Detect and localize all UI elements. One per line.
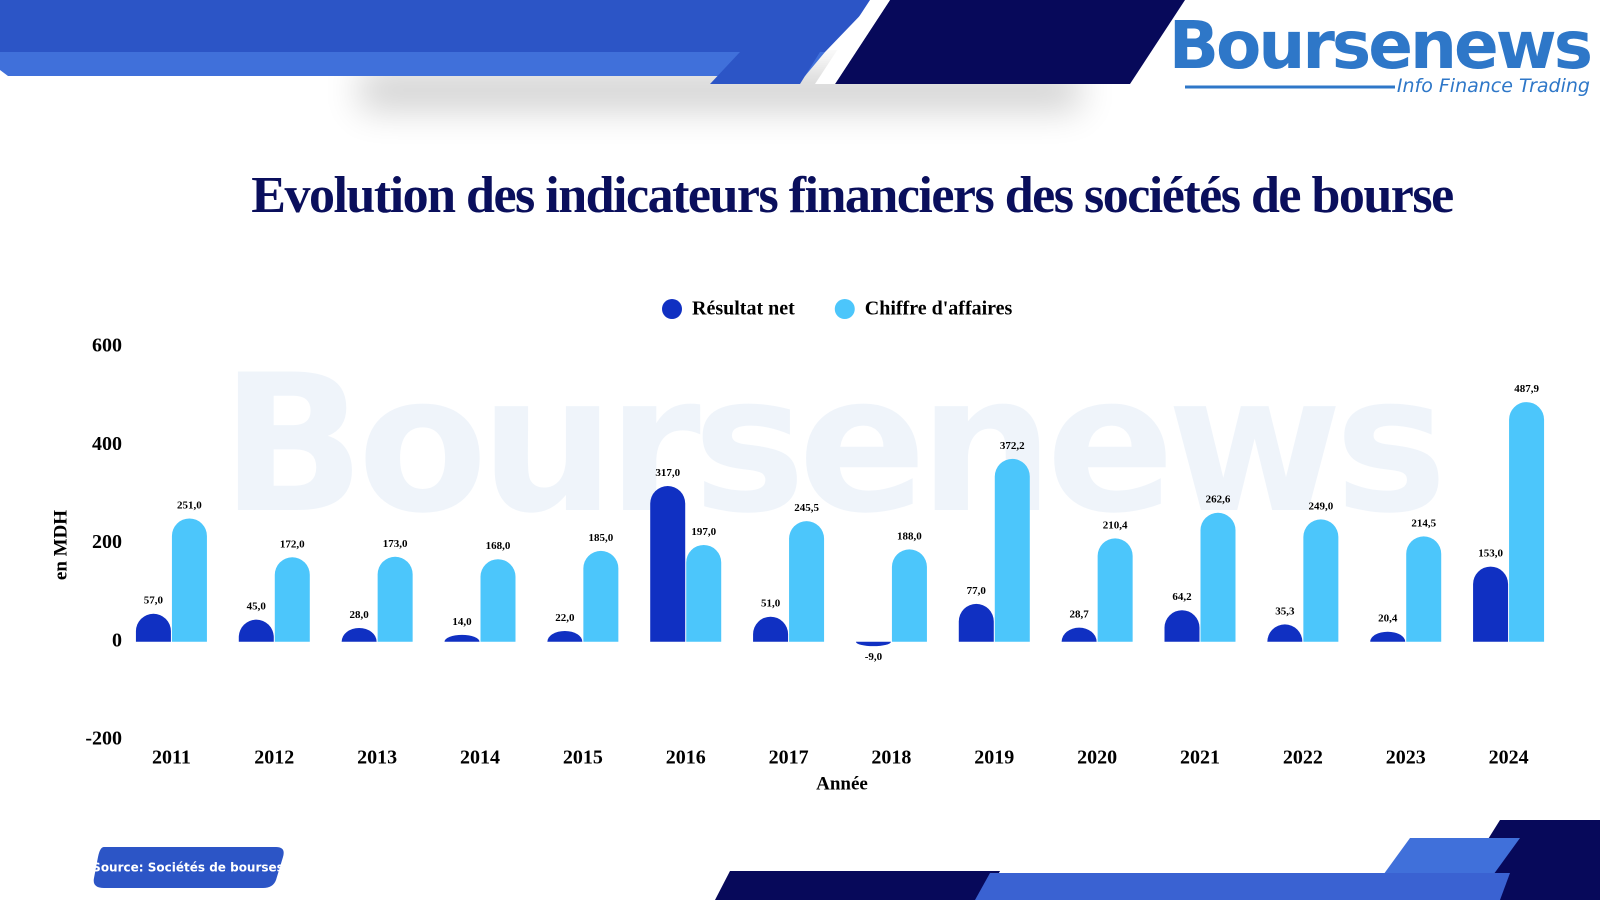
bar (480, 559, 516, 642)
legend-label: Chiffre d'affaires (865, 298, 1013, 320)
y-tick-label: 200 (92, 531, 122, 553)
header-band-accent (710, 52, 820, 84)
x-tick-label: 2022 (1283, 747, 1323, 769)
source: Source: Sociétés de bourses (92, 861, 284, 875)
x-tick-label: 2021 (1180, 747, 1220, 769)
legend: Résultat net Chiffre d'affaires (662, 298, 1013, 320)
x-tick-label: 2015 (563, 747, 603, 769)
legend-swatch (834, 299, 855, 319)
watermark: Boursenews (220, 334, 1439, 555)
value-label: 188,0 (897, 530, 922, 542)
value-label: 57,0 (144, 595, 164, 607)
value-label: 317,0 (655, 467, 680, 479)
value-label: 153,0 (1478, 548, 1503, 560)
header-dark (835, 0, 1185, 84)
logo-tagline: Info Finance Trading (1397, 75, 1590, 97)
value-label: 64,2 (1172, 591, 1192, 603)
value-label: 197,0 (691, 526, 716, 538)
x-tick-label: 2011 (152, 747, 191, 769)
bar (789, 521, 825, 642)
value-label: 372,2 (1000, 440, 1025, 452)
bar (1061, 627, 1097, 642)
value-label: 249,0 (1308, 500, 1333, 512)
bar (377, 556, 413, 642)
value-label: 173,0 (383, 538, 408, 550)
x-tick-label: 2012 (254, 747, 294, 769)
value-label: 262,6 (1206, 494, 1231, 506)
x-axis-label: Année (816, 773, 868, 794)
header-gap (815, 0, 890, 84)
bar (1164, 610, 1200, 642)
value-label: 28,0 (350, 609, 370, 621)
value-label: 210,4 (1103, 519, 1128, 531)
y-tick-label: 600 (92, 335, 122, 357)
value-label: 22,0 (555, 612, 575, 624)
x-tick-label: 2020 (1077, 747, 1117, 769)
value-label: -9,0 (865, 651, 883, 663)
value-label: 77,0 (967, 585, 987, 597)
bar (1097, 538, 1133, 642)
x-tick-label: 2016 (666, 747, 706, 769)
x-tick-label: 2024 (1489, 747, 1529, 769)
header-band-light (0, 52, 825, 76)
value-label: 168,0 (486, 540, 511, 552)
bar (855, 641, 891, 647)
bar (274, 557, 310, 642)
header-band (0, 0, 875, 52)
x-tick-label: 2019 (974, 747, 1014, 769)
legend-label: Résultat net (692, 298, 795, 320)
bar (444, 634, 480, 642)
chart-title: Evolution des indicateurs financiers des… (251, 167, 1453, 224)
footer-band-dark (715, 871, 1000, 900)
y-tick-label: -200 (85, 728, 122, 750)
value-label: 35,3 (1275, 605, 1295, 617)
bar (958, 603, 994, 642)
bar (1406, 536, 1442, 642)
y-tick-label: 0 (112, 629, 122, 651)
bar (1200, 512, 1236, 642)
bar (1509, 402, 1545, 642)
y-tick-label: 400 (92, 433, 122, 455)
bar (171, 518, 207, 642)
bar (1303, 519, 1339, 642)
value-label: 51,0 (761, 598, 781, 610)
footer-band (975, 873, 1510, 900)
value-label: 251,0 (177, 499, 202, 511)
legend-swatch (662, 299, 682, 319)
y-axis-label: en MDH (50, 510, 71, 580)
x-tick-label: 2023 (1386, 747, 1426, 769)
value-label: 14,0 (452, 616, 472, 628)
bar (1267, 624, 1303, 642)
bar (135, 613, 171, 642)
x-tick-label: 2013 (357, 747, 397, 769)
bar (686, 544, 722, 642)
value-label: 28,7 (1070, 609, 1090, 621)
bar (1473, 566, 1509, 642)
bar (1370, 631, 1406, 642)
value-label: 214,5 (1411, 517, 1436, 529)
x-tick-label: 2018 (871, 747, 911, 769)
value-label: 20,4 (1378, 613, 1398, 625)
bar (583, 550, 619, 642)
bar (650, 486, 686, 642)
bar (994, 458, 1030, 642)
value-label: 185,0 (588, 532, 613, 544)
bar (753, 616, 789, 642)
value-label: 45,0 (247, 601, 267, 613)
value-label: 487,9 (1514, 383, 1539, 395)
source-badge (93, 847, 284, 888)
x-tick-label: 2014 (460, 747, 500, 769)
bar (238, 619, 274, 642)
x-tick-label: 2017 (769, 747, 809, 769)
logo-name: Boursenews (1169, 7, 1591, 84)
value-label: 172,0 (280, 538, 305, 550)
bar (341, 627, 377, 642)
bar (891, 549, 927, 642)
bar (547, 630, 583, 642)
value-label: 245,5 (794, 502, 819, 514)
